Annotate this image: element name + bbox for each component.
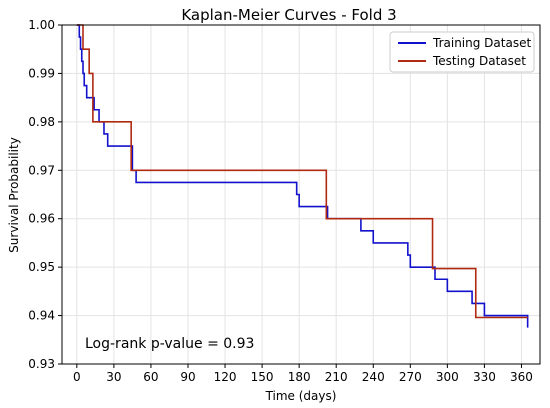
axis-ticks: 0 30 60 90 120 150 180 210 240 270 300 330 360 0.93 0.… xyxy=(28,18,533,384)
x-tick-label: 360 xyxy=(510,370,533,384)
x-tick-label: 150 xyxy=(251,370,274,384)
x-tick-label: 180 xyxy=(288,370,311,384)
x-tick-label: 240 xyxy=(362,370,385,384)
y-tick-label: 0.93 xyxy=(28,357,55,371)
x-tick-label: 90 xyxy=(180,370,195,384)
y-axis-label: Survival Probability xyxy=(7,137,21,253)
series-line-training-dataset xyxy=(76,24,529,328)
x-tick-label: 300 xyxy=(436,370,459,384)
plot-lines xyxy=(76,24,529,328)
x-tick-label: 0 xyxy=(73,370,81,384)
x-tick-label: 120 xyxy=(214,370,237,384)
y-tick-label: 0.99 xyxy=(28,66,55,80)
plot-frame xyxy=(61,24,541,365)
y-tick-label: 0.96 xyxy=(28,212,55,226)
legend-label-testing: Testing Dataset xyxy=(432,54,526,68)
x-tick-label: 30 xyxy=(106,370,121,384)
chart-title: Kaplan-Meier Curves - Fold 3 xyxy=(181,6,396,24)
x-axis-label: Time (days) xyxy=(265,389,337,403)
y-tick-label: 0.95 xyxy=(28,260,55,274)
grid xyxy=(62,24,540,365)
pvalue-annotation: Log-rank p-value = 0.93 xyxy=(85,336,254,352)
x-tick-label: 330 xyxy=(473,370,496,384)
y-tick-label: 0.97 xyxy=(28,163,55,177)
x-tick-label: 270 xyxy=(399,370,422,384)
legend-label-training: Training Dataset xyxy=(432,36,531,50)
x-tick-label: 210 xyxy=(325,370,348,384)
x-tick-label: 60 xyxy=(143,370,158,384)
series-line-testing-dataset xyxy=(76,24,528,319)
y-tick-label: 0.98 xyxy=(28,115,55,129)
y-tick-label: 1.00 xyxy=(28,18,55,32)
y-tick-label: 0.94 xyxy=(28,309,55,323)
legend: Training Dataset Testing Dataset xyxy=(389,31,535,73)
